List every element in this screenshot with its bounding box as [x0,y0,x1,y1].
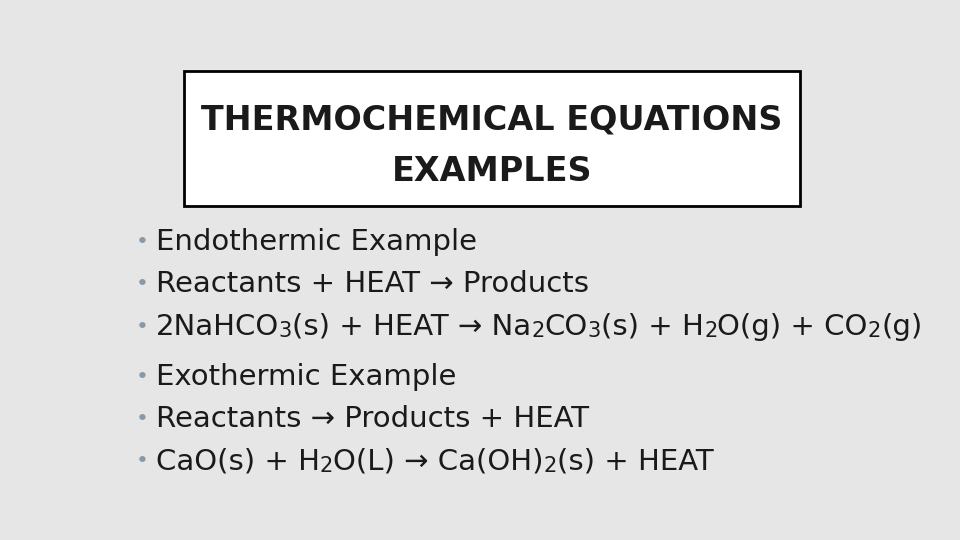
Text: O(L) → Ca(OH): O(L) → Ca(OH) [333,447,543,475]
Text: 2: 2 [868,321,881,341]
Text: (s) + H: (s) + H [601,313,704,341]
Text: •: • [135,367,148,387]
Text: 2NaHCO: 2NaHCO [156,313,279,341]
Text: (g): (g) [881,313,923,341]
Text: CaO(s) + H: CaO(s) + H [156,447,320,475]
Text: 2: 2 [320,456,333,476]
Text: 3: 3 [588,321,601,341]
Text: (s) + HEAT → Na: (s) + HEAT → Na [292,313,531,341]
Text: O(g) + CO: O(g) + CO [717,313,868,341]
Text: (s) + HEAT: (s) + HEAT [557,447,713,475]
Text: •: • [135,274,148,294]
Text: 2: 2 [543,456,557,476]
Text: •: • [135,451,148,471]
Text: Reactants + HEAT → Products: Reactants + HEAT → Products [156,270,588,298]
Text: •: • [135,409,148,429]
FancyBboxPatch shape [183,71,800,206]
Text: Endothermic Example: Endothermic Example [156,228,477,256]
Text: •: • [135,232,148,252]
Text: Reactants → Products + HEAT: Reactants → Products + HEAT [156,405,588,433]
Text: THERMOCHEMICAL EQUATIONS: THERMOCHEMICAL EQUATIONS [202,104,782,137]
Text: 2: 2 [704,321,717,341]
Text: Exothermic Example: Exothermic Example [156,363,456,390]
Text: •: • [135,316,148,336]
Text: 2: 2 [531,321,544,341]
Text: EXAMPLES: EXAMPLES [392,154,592,187]
Text: 3: 3 [279,321,292,341]
Text: CO: CO [544,313,588,341]
